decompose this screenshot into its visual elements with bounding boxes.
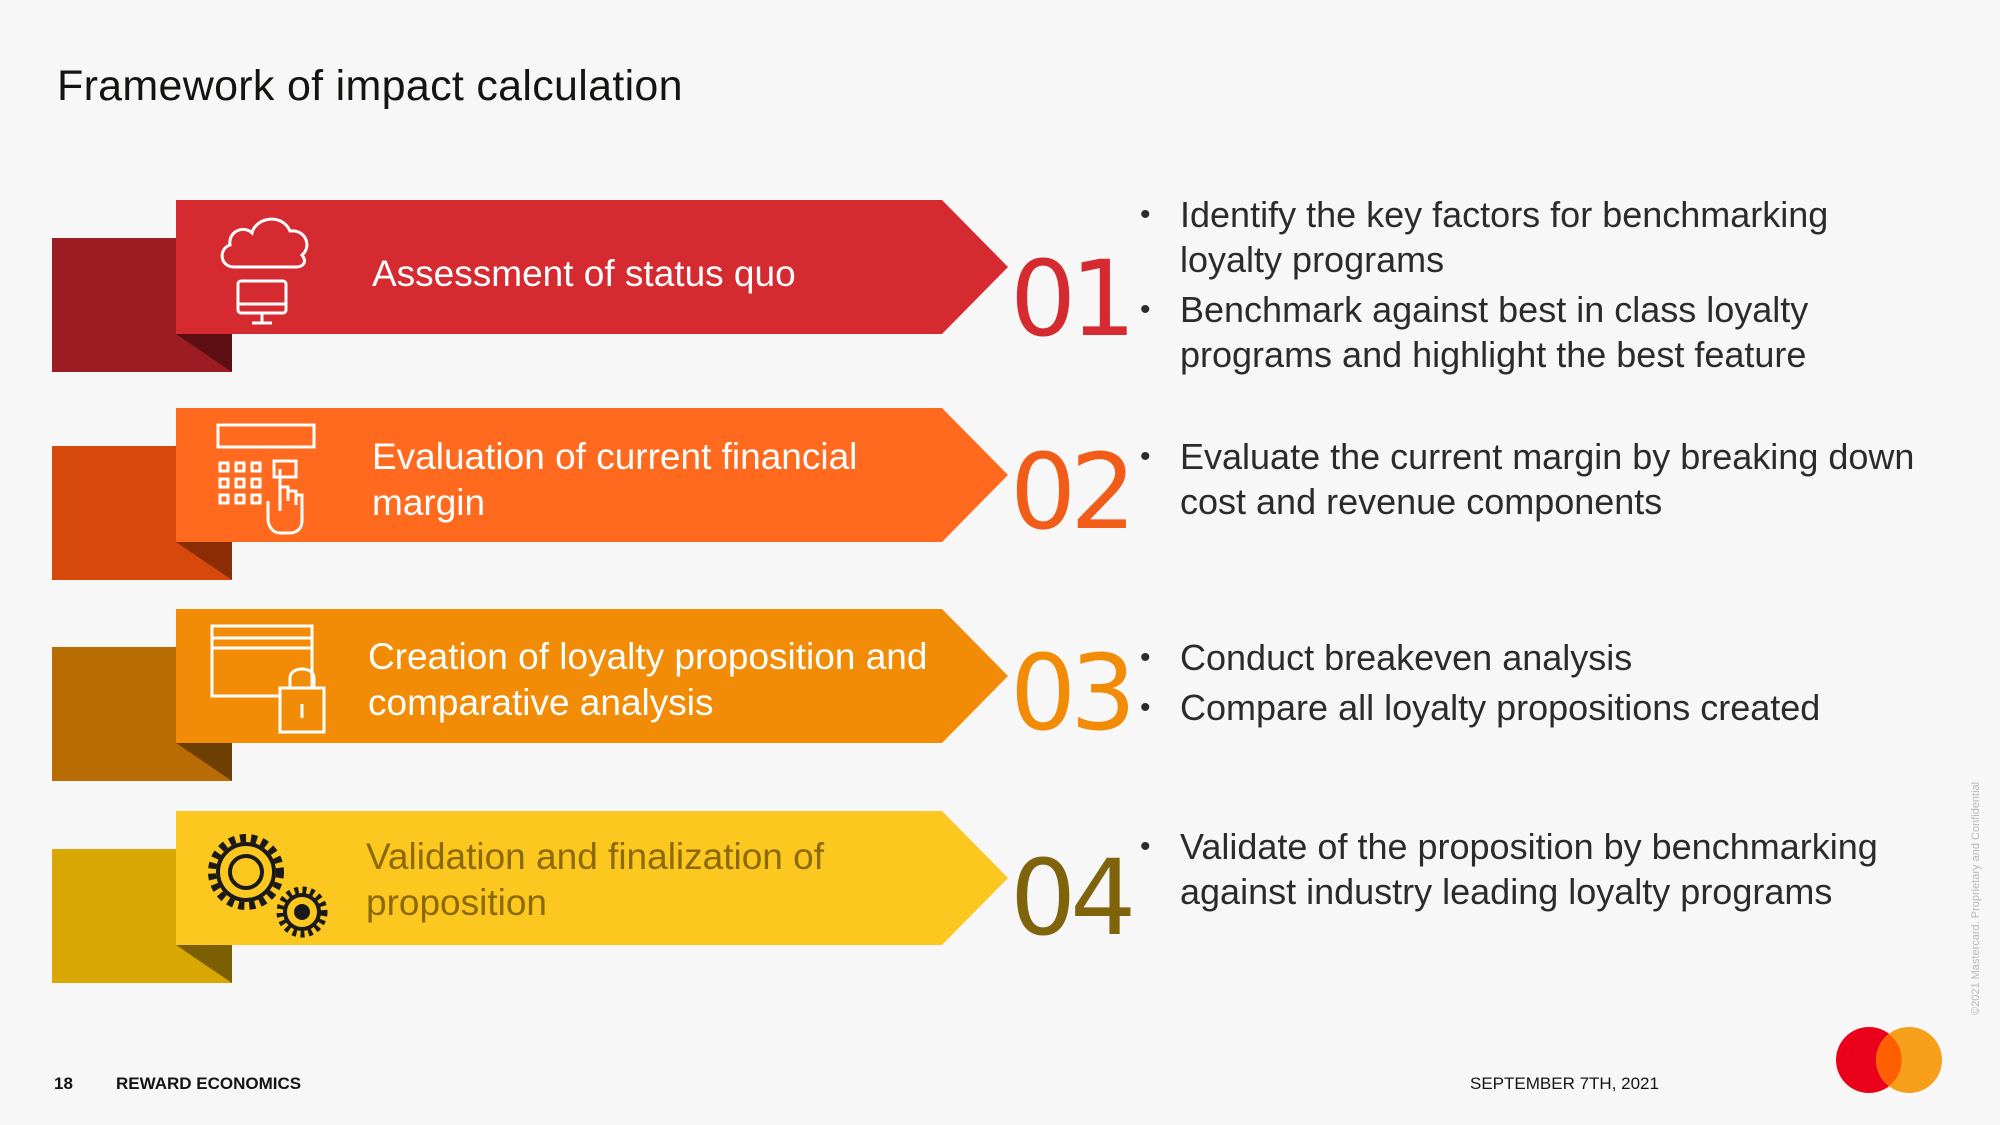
step-2-bullets: Evaluate the current margin by breaking … [1140,434,1940,529]
step-3-ribbon [52,609,1008,781]
step-4-number: 04 [1010,837,1136,959]
list-item: Benchmark against best in class loyalty … [1140,287,1940,377]
step-2-fold [176,542,232,580]
footer-section: REWARD ECONOMICS [116,1074,302,1093]
list-item: Evaluate the current margin by breaking … [1140,434,1940,524]
copyright-text: ©2021 Mastercard. Proprietary and Confid… [1970,781,1982,1015]
step-1-fold [176,334,232,372]
step-3-fold [176,743,232,781]
footer-date: SEPTEMBER 7TH, 2021 [1470,1074,1659,1093]
step-2-number: 02 [1010,431,1136,553]
step-3-arrow [176,609,1008,743]
step-row-1: Assessment of status quo 01 Identify the… [0,192,2000,395]
step-4-fold [176,945,232,983]
page-number: 18 [54,1074,73,1093]
step-row-2: Evaluation of current financial margin 0… [0,403,2000,603]
step-3-label: Creation of loyalty proposition and comp… [368,636,928,723]
step-row-3: Creation of loyalty proposition and comp… [0,604,2000,804]
step-4-label: Validation and finalization of propositi… [366,836,825,923]
card-lock-icon [210,624,326,734]
step-3-number: 03 [1010,632,1136,754]
step-2-arrow [176,408,1008,542]
step-1-label: Assessment of status quo [372,253,796,294]
list-item: Validate of the proposition by benchmark… [1140,824,1940,914]
list-item: Conduct breakeven analysis [1140,635,1940,680]
step-4-bullets: Validate of the proposition by benchmark… [1140,824,1940,919]
keypad-touch-icon [216,423,316,535]
list-item: Compare all loyalty propositions created [1140,685,1940,730]
step-1-number: 01 [1010,238,1136,360]
step-4-arrow [176,811,1008,945]
step-3-bullets: Conduct breakeven analysis Compare all l… [1140,635,1940,735]
step-1-ribbon [52,200,1008,372]
step-4-ribbon [52,811,1008,983]
step-1-arrow [176,200,1008,334]
step-row-4: Validation and finalization of propositi… [0,806,2000,1006]
step-1-bullets: Identify the key factors for benchmarkin… [1140,192,1940,382]
page-title: Framework of impact calculation [57,62,683,110]
step-2-ribbon [52,408,1008,580]
gears-icon [208,834,328,938]
cloud-computer-icon [220,217,309,325]
step-2-label: Evaluation of current financial margin [372,436,858,523]
list-item: Identify the key factors for benchmarkin… [1140,192,1940,282]
mastercard-logo-icon [1836,1027,1942,1093]
